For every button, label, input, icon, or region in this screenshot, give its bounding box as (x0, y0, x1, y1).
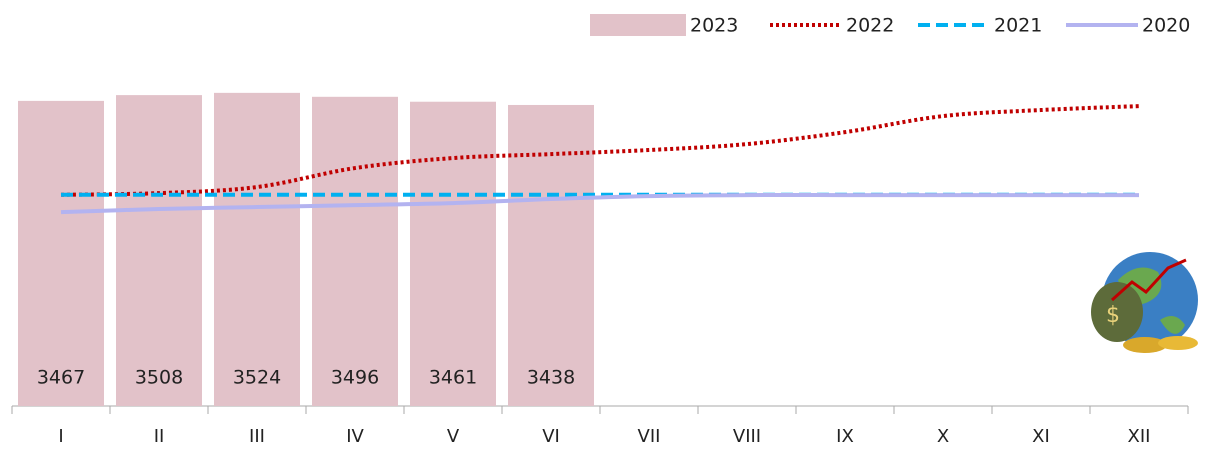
legend-swatch (590, 14, 686, 36)
bar (214, 92, 300, 406)
x-tick-label: VI (542, 426, 560, 446)
x-tick-label: VII (638, 426, 661, 446)
x-tick-label: IX (836, 426, 854, 446)
x-tick-label: X (937, 426, 949, 446)
value-label: 3467 (37, 367, 85, 389)
legend-label: 2022 (846, 15, 894, 37)
bar (508, 104, 594, 406)
value-label: 3496 (331, 367, 379, 389)
legend-label: 2020 (1142, 15, 1190, 37)
dollar-sign: $ (1106, 303, 1120, 328)
bar (18, 100, 104, 406)
line-series (60, 104, 1140, 197)
x-tick-label: III (249, 426, 265, 446)
value-label: 3508 (135, 367, 183, 389)
value-label: 3461 (429, 367, 477, 389)
x-tick-label: II (154, 426, 165, 446)
bar (312, 96, 398, 407)
x-tick-label: V (447, 426, 460, 446)
value-label: 3438 (527, 367, 575, 389)
value-label: 3524 (233, 367, 281, 389)
bar (410, 101, 496, 406)
x-tick-label: I (58, 426, 63, 446)
bar (116, 95, 202, 407)
line-series (60, 193, 1139, 215)
money-globe-icon: $ (1091, 252, 1198, 353)
x-tick-label: XI (1032, 426, 1050, 446)
x-tick-label: XII (1128, 426, 1151, 446)
x-tick-label: VIII (733, 426, 761, 446)
x-tick-label: IV (346, 426, 364, 446)
legend-label: 2023 (690, 15, 738, 37)
legend-label: 2021 (994, 15, 1042, 37)
